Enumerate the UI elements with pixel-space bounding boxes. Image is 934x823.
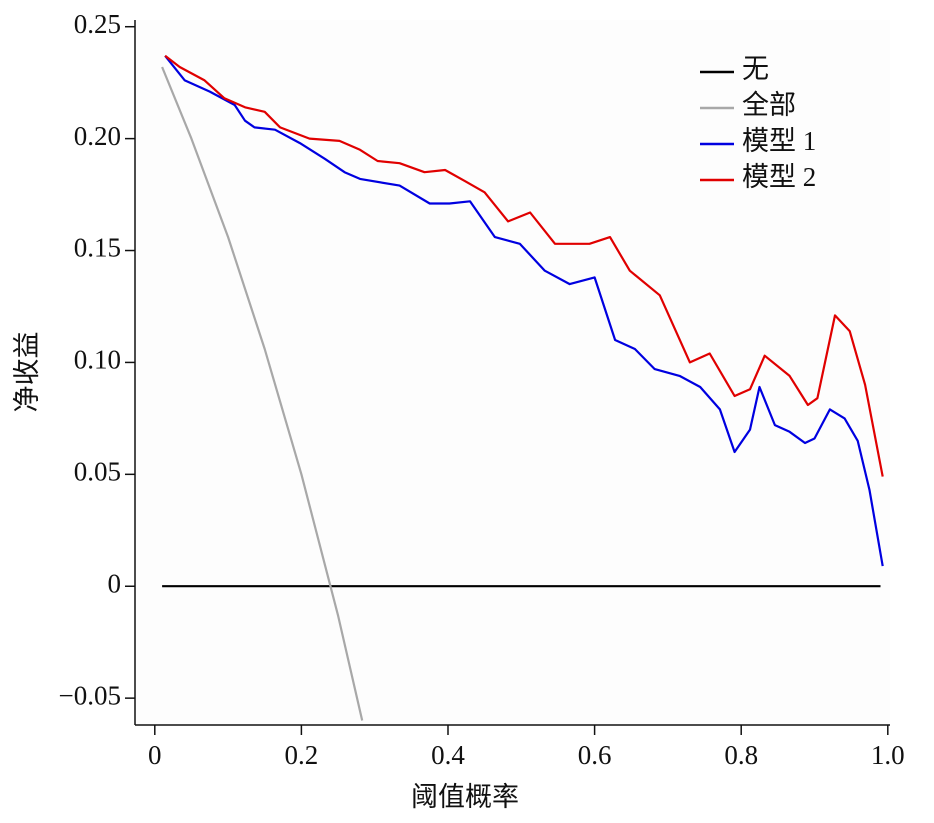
legend-label: 模型 1: [742, 126, 816, 156]
series-line: [164, 54, 884, 477]
y-axis-label: 净收益: [12, 332, 42, 413]
x-tick-label: 0.6: [578, 740, 612, 770]
y-tick-label: −0.05: [59, 680, 121, 710]
y-tick-label: 0.05: [74, 457, 121, 487]
legend-label: 无: [742, 54, 769, 84]
x-tick-label: 0.2: [285, 740, 319, 770]
y-tick-label: 0.10: [74, 345, 121, 375]
plot-area: [135, 20, 890, 725]
series-line: [161, 66, 364, 721]
y-tick-label: 0.15: [74, 233, 121, 263]
legend-label: 模型 2: [742, 162, 816, 192]
x-tick-label: 0.4: [431, 740, 465, 770]
x-tick-label: 0: [148, 740, 162, 770]
x-tick-label: 1.0: [871, 740, 905, 770]
x-tick-label: 0.8: [724, 740, 758, 770]
series-line: [164, 55, 884, 567]
legend-label: 全部: [742, 90, 796, 120]
y-tick-label: 0.20: [74, 121, 121, 151]
y-tick-label: 0.25: [74, 9, 121, 39]
y-tick-label: 0: [108, 568, 122, 598]
x-axis-label: 阈值概率: [411, 782, 519, 812]
